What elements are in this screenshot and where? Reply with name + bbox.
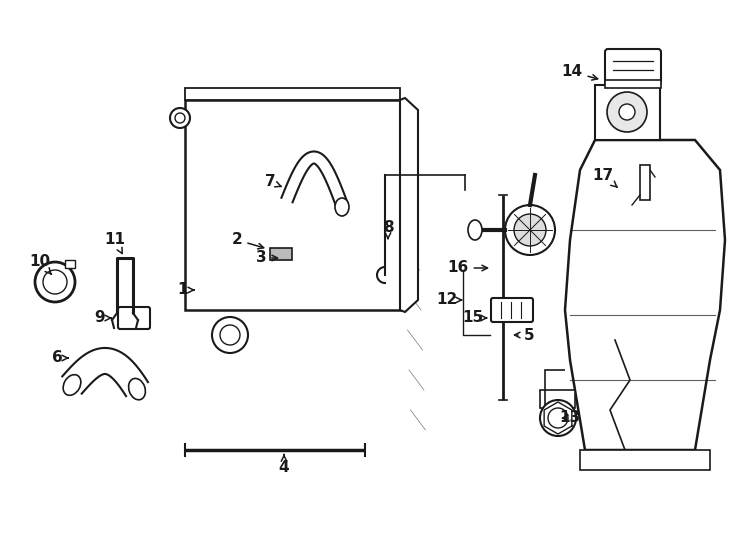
- FancyBboxPatch shape: [65, 260, 75, 268]
- Text: 10: 10: [29, 254, 51, 274]
- Text: 17: 17: [592, 167, 617, 187]
- Polygon shape: [400, 98, 418, 312]
- Circle shape: [170, 108, 190, 128]
- FancyBboxPatch shape: [640, 165, 650, 200]
- FancyBboxPatch shape: [540, 390, 575, 408]
- Text: 14: 14: [562, 64, 597, 80]
- FancyBboxPatch shape: [605, 49, 661, 85]
- Text: 13: 13: [559, 410, 581, 426]
- Circle shape: [175, 113, 185, 123]
- Text: 1: 1: [178, 282, 194, 298]
- Text: 15: 15: [462, 310, 487, 326]
- FancyBboxPatch shape: [491, 298, 533, 322]
- FancyBboxPatch shape: [605, 80, 661, 88]
- Ellipse shape: [468, 220, 482, 240]
- Text: 11: 11: [104, 233, 126, 254]
- Circle shape: [220, 325, 240, 345]
- Ellipse shape: [63, 375, 81, 395]
- Circle shape: [514, 214, 546, 246]
- Text: 9: 9: [95, 310, 111, 326]
- Polygon shape: [565, 140, 725, 450]
- Circle shape: [607, 92, 647, 132]
- Circle shape: [35, 262, 75, 302]
- Text: 8: 8: [382, 220, 393, 239]
- Circle shape: [548, 408, 568, 428]
- Bar: [185, 100, 400, 310]
- Text: 7: 7: [265, 174, 281, 190]
- Text: 2: 2: [232, 233, 264, 249]
- Text: 6: 6: [51, 350, 68, 366]
- Text: 4: 4: [279, 455, 289, 476]
- FancyBboxPatch shape: [118, 307, 150, 329]
- Circle shape: [505, 205, 555, 255]
- Circle shape: [43, 270, 67, 294]
- Circle shape: [619, 104, 635, 120]
- Text: 5: 5: [515, 327, 534, 342]
- Bar: [580, 450, 710, 470]
- Ellipse shape: [128, 379, 145, 400]
- Circle shape: [212, 317, 248, 353]
- FancyBboxPatch shape: [595, 85, 660, 140]
- FancyBboxPatch shape: [270, 248, 292, 260]
- Text: 16: 16: [448, 260, 487, 275]
- Circle shape: [540, 400, 576, 436]
- Bar: [185, 88, 400, 100]
- Ellipse shape: [335, 198, 349, 216]
- Text: 3: 3: [255, 251, 277, 266]
- Text: 12: 12: [437, 293, 462, 307]
